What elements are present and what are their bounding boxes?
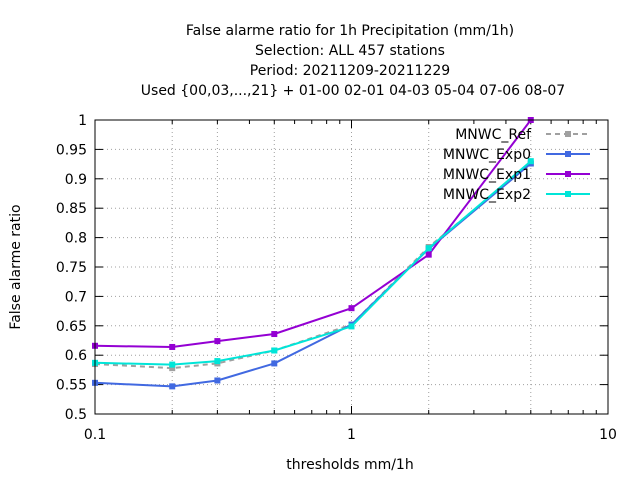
y-tick-label: 0.85	[56, 201, 87, 217]
axis-ticks: 0.5 0.55 0.6 0.65 0.7 0.75 0.8 0.85 0.9 0.95 1 0.1 1…	[56, 113, 617, 443]
x-tick-label: 10	[599, 427, 617, 443]
y-tick-label: 0.95	[56, 142, 87, 158]
data-point	[271, 331, 278, 338]
data-point	[214, 358, 221, 365]
data-point	[169, 361, 176, 368]
data-point	[271, 360, 278, 367]
legend-label: MNWC_Exp0	[443, 147, 531, 163]
title-line-2: Selection: ALL 457 stations	[255, 43, 445, 59]
y-tick-label: 0.55	[56, 378, 87, 394]
data-point	[169, 365, 176, 372]
y-tick-label: 0.75	[56, 260, 87, 276]
x-tick-label: 0.1	[84, 427, 106, 443]
data-point	[271, 347, 278, 354]
data-point	[214, 338, 221, 345]
plot-frame	[94, 119, 609, 415]
title-line-1: False alarme ratio for 1h Precipitation …	[186, 23, 514, 39]
legend-marker	[565, 191, 571, 197]
legend-label: MNWC_Exp2	[443, 187, 531, 203]
y-axis-title: False alarme ratio	[8, 204, 24, 329]
legend-marker	[565, 151, 571, 157]
x-axis-title: thresholds mm/1h	[286, 457, 413, 473]
y-tick-label: 1	[78, 113, 87, 129]
data-point	[425, 251, 432, 258]
legend-marker	[565, 131, 571, 137]
data-point	[169, 343, 176, 350]
data-point	[214, 377, 221, 384]
y-tick-label: 0.8	[65, 231, 87, 247]
legend-marker	[565, 171, 571, 177]
x-tick-label: 1	[347, 427, 356, 443]
title-line-3: Period: 20211209-20211229	[250, 63, 450, 79]
data-point	[425, 245, 432, 252]
title-line-4: Used {00,03,...,21} + 01-00 02-01 04-03 …	[141, 83, 565, 99]
series-lines	[92, 117, 534, 390]
y-tick-label: 0.9	[65, 172, 87, 188]
chart-title: False alarme ratio for 1h Precipitation …	[141, 23, 565, 99]
data-point	[348, 305, 355, 312]
y-tick-label: 0.6	[65, 348, 87, 364]
y-tick-label: 0.65	[56, 319, 87, 335]
data-point	[527, 158, 534, 165]
y-tick-label: 0.7	[65, 289, 87, 305]
data-point	[348, 323, 355, 330]
legend-label: MNWC_Exp1	[443, 167, 531, 183]
legend-label: MNWC_Ref	[455, 127, 532, 143]
legend: MNWC_Ref MNWC_Exp0 MNWC_Exp1 MNWC_Exp2	[443, 127, 590, 203]
y-tick-label: 0.5	[65, 407, 87, 423]
data-point	[169, 383, 176, 390]
